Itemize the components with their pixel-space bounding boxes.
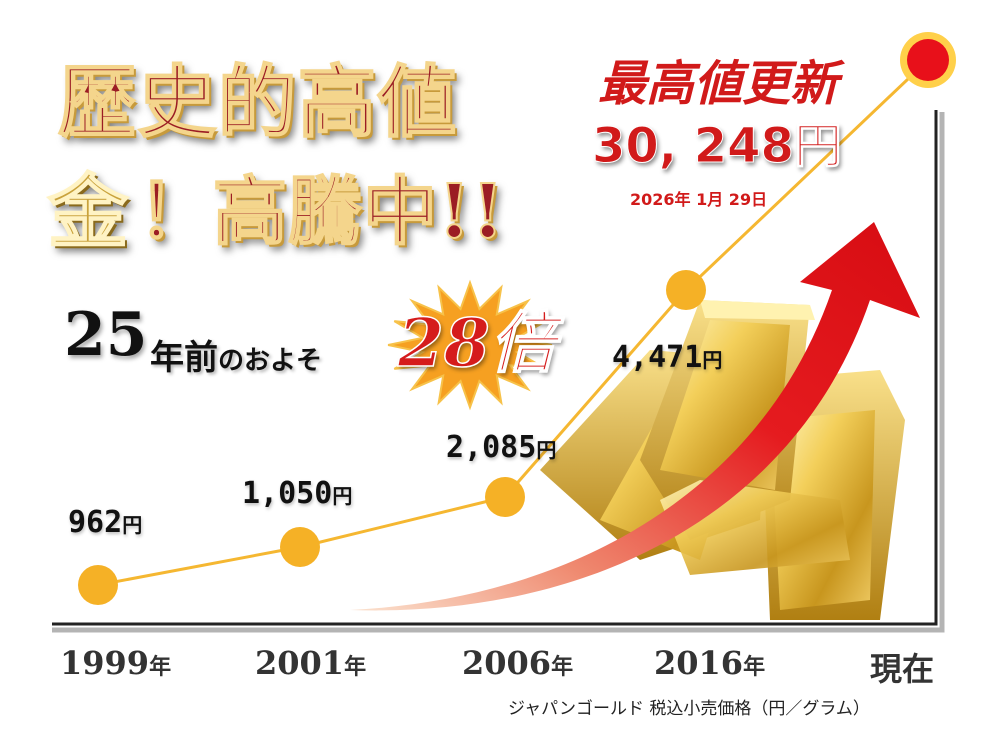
x-tick-year: 2001 xyxy=(255,644,345,682)
x-tick-1: 1999年 xyxy=(60,644,171,682)
axis-frame xyxy=(52,110,938,626)
source-note: ジャパンゴールド 税込小売価格（円／グラム） xyxy=(508,699,870,719)
x-tick-3: 2006年 xyxy=(462,644,573,682)
data-label-unit: 円 xyxy=(122,513,143,537)
data-label-unit: 円 xyxy=(536,438,557,462)
comparison-text: 年前のおよそ xyxy=(150,330,322,379)
data-label-value: 4,471 xyxy=(612,340,703,375)
comparison-years-suffix: 年前 xyxy=(150,338,218,378)
record-date: 2026年 1月 29日 xyxy=(630,190,768,209)
gold-bars-illustration xyxy=(540,300,905,620)
multiplier: 28倍 xyxy=(397,303,556,383)
x-tick-4: 2016年 xyxy=(654,644,765,682)
rising-arrow xyxy=(350,222,920,611)
x-tick-suffix: 年 xyxy=(344,654,367,680)
record-label: 最高値更新 xyxy=(598,56,839,112)
record-price: 30, 248円 xyxy=(592,118,843,175)
x-tick-year: 2006 xyxy=(462,644,552,682)
data-label-4: 4,471円 xyxy=(612,340,722,375)
x-tick-year: 1999 xyxy=(60,644,150,682)
headline-line1: 歴史的高値 xyxy=(57,56,459,149)
data-label-2: 1,050円 xyxy=(242,476,352,511)
data-label-3: 2,085円 xyxy=(446,430,556,465)
starburst xyxy=(387,279,553,411)
x-tick-suffix: 年 xyxy=(743,654,766,680)
data-label-1: 962円 xyxy=(68,505,142,540)
data-label-value: 1,050 xyxy=(242,476,333,511)
x-tick-5: 現在 xyxy=(870,650,935,688)
axis-frame-shadow xyxy=(52,112,945,633)
headline-line2: ！高騰中!! xyxy=(137,168,505,256)
data-point-3 xyxy=(485,477,525,517)
comparison-years: 25 xyxy=(64,300,148,370)
data-point-4 xyxy=(666,270,706,310)
data-label-value: 962 xyxy=(68,505,123,540)
headline-gold-kanji: 金 xyxy=(47,164,130,260)
data-point-1 xyxy=(78,565,118,605)
x-tick-suffix: 年 xyxy=(551,654,574,680)
data-label-unit: 円 xyxy=(702,348,723,372)
x-tick-suffix: 年 xyxy=(149,654,172,680)
data-label-value: 2,085 xyxy=(446,430,537,465)
x-tick-year: 2016 xyxy=(654,644,744,682)
data-point-2 xyxy=(280,527,320,567)
data-label-unit: 円 xyxy=(332,484,353,508)
data-point-5 xyxy=(907,39,949,81)
x-tick-2: 2001年 xyxy=(255,644,366,682)
comparison-phrase: のおよそ xyxy=(218,346,323,376)
